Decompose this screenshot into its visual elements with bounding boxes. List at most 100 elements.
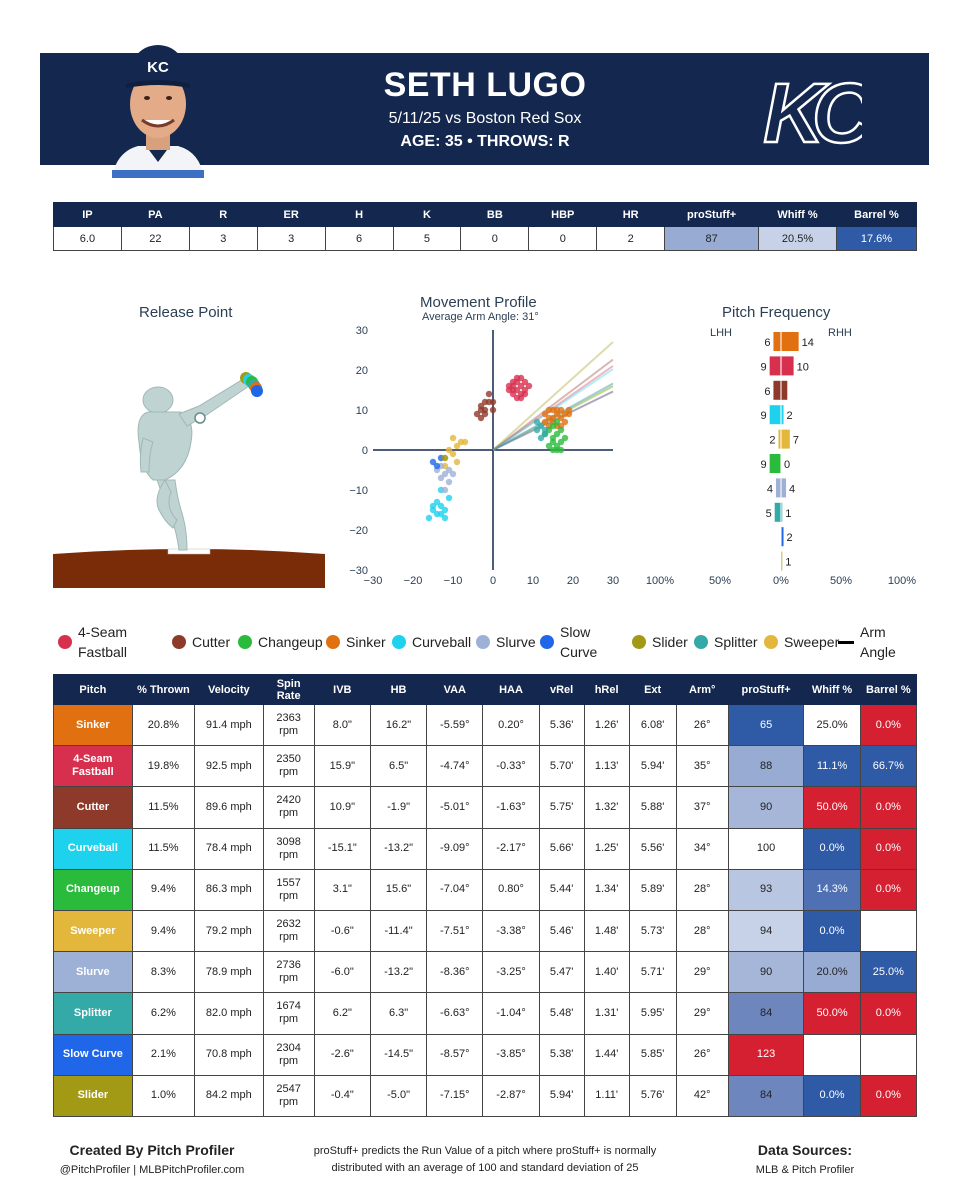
legend-marker <box>764 635 778 649</box>
summary-value-bb: 0 <box>460 226 530 251</box>
pitch-cell-haa: -1.63° <box>482 786 540 829</box>
pitch-header-spin-rate: Spin Rate <box>262 674 315 705</box>
pitch-cell-hb: 6.5" <box>369 745 428 788</box>
pitch-cell-hrel: 1.40' <box>583 951 630 994</box>
pitch-legend: 4-Seam Fastball Cutter Changeup Sinker Curve… <box>52 622 922 662</box>
pitch-cell-haa: -0.33° <box>482 745 540 788</box>
pitch-name-cell: Sinker <box>53 703 133 747</box>
pitch-cell-hb: 6.3" <box>369 992 428 1035</box>
movement-point-curveball <box>441 506 449 514</box>
pitch-cell-whiff: 20.0% <box>803 951 861 994</box>
movement-point-cutter <box>477 414 485 422</box>
movement-profile-chart: 30 20 10 0 −10 −20 −30−30 −20 −10 0 10 20 30 <box>349 325 619 587</box>
pitch-cell-hb: -14.5" <box>369 1033 428 1076</box>
pitch-cell-arm: 28° <box>675 868 729 911</box>
pitch-cell-ext: 5.94' <box>628 745 677 788</box>
freq-x-tick: 50% <box>709 575 731 587</box>
movement-point-slurve <box>445 478 453 486</box>
summary-value-barrel: 17.6% <box>835 226 918 251</box>
freq-bar-lhh-cutter <box>773 380 781 400</box>
svg-text:KC: KC <box>763 66 862 158</box>
freq-label-lhh: 5 <box>766 508 772 520</box>
y-tick-label: 30 <box>356 325 368 337</box>
pitch-cell-spin-rate: 2363 rpm <box>262 703 315 747</box>
legend-item-slow-curve: Slow Curve <box>540 622 620 662</box>
summary-value-hbp: 0 <box>528 226 598 251</box>
pitch-cell-spin-rate: 1557 rpm <box>262 868 315 911</box>
prostuff-note: proStuff+ predicts the Run Value of a pi… <box>313 1145 657 1174</box>
movement-point-curveball <box>437 502 445 510</box>
pitch-cell-arm: 35° <box>675 745 729 788</box>
pitch-header-velocity: Velocity <box>194 674 264 705</box>
pitch-cell-barrel: 25.0% <box>859 951 918 994</box>
legend-marker <box>540 635 554 649</box>
pitch-cell-barrel: 0.0% <box>859 1074 918 1117</box>
movement-point-slurve <box>441 486 449 494</box>
pitch-cell-vaa: -9.09° <box>426 827 484 870</box>
legend-label: Slider <box>652 634 688 650</box>
pitch-cell-spin-rate: 2420 rpm <box>262 786 315 829</box>
pitch-row-slurve: Slurve 8.3% 78.9 mph 2736 rpm -6.0" -13.2" -8.… <box>53 951 918 994</box>
pitch-header-hb: HB <box>369 674 428 705</box>
pitch-cell-vrel: 5.75' <box>538 786 585 829</box>
freq-label-lhh: 6 <box>764 337 770 349</box>
x-tick-label: −20 <box>404 575 423 587</box>
movement-point-4-seam-fastball <box>509 378 517 386</box>
pitch-cell-vrel: 5.47' <box>538 951 585 994</box>
pitch-cell-hrel: 1.26' <box>583 703 630 747</box>
pitch-cell-ivb: -2.6" <box>313 1033 371 1076</box>
pitch-cell-hb: -11.4" <box>369 909 428 953</box>
freq-x-tick: 50% <box>830 575 852 587</box>
freq-label-rhh: 10 <box>797 361 809 373</box>
pitch-cell-velocity: 92.5 mph <box>194 745 264 788</box>
pitch-cell-whiff: 0.0% <box>803 909 861 953</box>
pitch-cell-arm: 26° <box>675 703 729 747</box>
pitch-name-cell: Changeup <box>53 868 133 911</box>
legend-label: Slow Curve <box>560 624 598 660</box>
movement-point-splitter <box>533 418 541 426</box>
movement-profile-subtitle: Average Arm Angle: 31° <box>422 311 539 323</box>
pitch-cell-velocity: 86.3 mph <box>194 868 264 911</box>
movement-point-curveball <box>441 514 449 522</box>
movement-point-sinker <box>545 414 553 422</box>
summary-value-k: 5 <box>392 226 462 251</box>
legend-item-sweeper: Sweeper <box>764 622 839 662</box>
pitch-row-cutter: Cutter 11.5% 89.6 mph 2420 rpm 10.9" -1.9" -5.… <box>53 786 918 829</box>
pitch-cell-ivb: -0.4" <box>313 1074 371 1117</box>
legend-marker <box>326 635 340 649</box>
summary-value-prostuff: 87 <box>664 226 760 251</box>
pitch-cell-whiff: 25.0% <box>803 703 861 747</box>
movement-point-changeup <box>561 434 569 442</box>
player-headshot: KC <box>112 45 204 178</box>
pitch-cell-whiff: 11.1% <box>803 745 861 788</box>
pitch-row-slow-curve: Slow Curve 2.1% 70.8 mph 2304 rpm -2.6" -14.5… <box>53 1033 918 1076</box>
release-points <box>240 372 263 397</box>
movement-point-4-seam-fastball <box>513 374 521 382</box>
legend-item-curveball: Curveball <box>392 622 471 662</box>
pitch-cell-spin-rate: 3098 rpm <box>262 827 315 870</box>
release-dot <box>251 385 263 397</box>
freq-bar-rhh-slow-curve <box>781 527 784 547</box>
x-tick-label: 10 <box>527 575 539 587</box>
freq-bar-rhh-cutter <box>781 380 788 400</box>
pitch-header-ivb: IVB <box>313 674 371 705</box>
pitch-cell-spin-rate: 2632 rpm <box>262 909 315 953</box>
pitch-cell-arm: 29° <box>675 951 729 994</box>
x-tick-label: −10 <box>444 575 463 587</box>
movement-point-slurve <box>449 470 457 478</box>
pitch-cell-hrel: 1.34' <box>583 868 630 911</box>
pitch-cell-haa: -3.38° <box>482 909 540 953</box>
summary-value-r: 3 <box>188 226 258 251</box>
movement-point-sinker <box>541 418 549 426</box>
movement-point-sweeper <box>453 458 461 466</box>
pitch-cell-thrown: 6.2% <box>131 992 196 1035</box>
pitch-header-arm: Arm° <box>675 674 729 705</box>
movement-point-sinker <box>549 406 557 414</box>
pitch-cell-hrel: 1.32' <box>583 786 630 829</box>
pitching-rubber <box>167 548 211 555</box>
freq-bar-lhh-slurve <box>775 478 781 498</box>
summary-header-r: R <box>188 202 258 227</box>
pitch-header-barrel: Barrel % <box>859 674 918 705</box>
pitch-cell-whiff <box>803 1033 861 1076</box>
pitch-cell-spin-rate: 2736 rpm <box>262 951 315 994</box>
